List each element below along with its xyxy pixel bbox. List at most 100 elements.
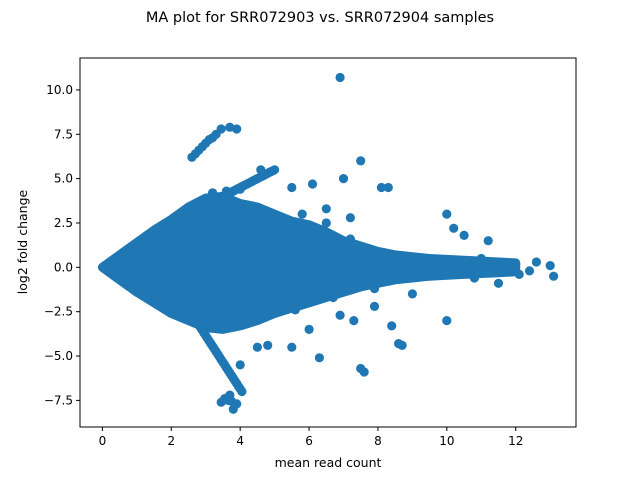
scatter-point [194, 205, 204, 215]
scatter-point [549, 271, 559, 281]
scatter-point [180, 214, 190, 224]
scatter-point [356, 156, 366, 166]
scatter-point [173, 307, 183, 317]
scatter-point [139, 286, 149, 296]
scatter-point [531, 257, 542, 267]
scatter-point [232, 399, 242, 409]
scatter-point [314, 353, 324, 363]
scatter-point [511, 259, 521, 269]
x-tick-label: 2 [167, 434, 175, 448]
scatter-point [369, 284, 380, 294]
scatter-point [287, 342, 297, 352]
scatter-point [166, 221, 176, 232]
scatter-point [118, 275, 128, 285]
scatter-point [442, 316, 452, 326]
scatter-point [270, 165, 280, 175]
y-tick-label: −7.5 [44, 393, 73, 407]
scatter-point [263, 340, 273, 350]
scatter-point [449, 223, 459, 233]
y-tick-label: 7.5 [54, 127, 73, 141]
scatter-point [304, 324, 314, 334]
scatter-point [187, 209, 197, 219]
scatter-point [359, 367, 369, 377]
scatter-point [235, 184, 245, 194]
scatter-point [187, 316, 197, 326]
y-axis-label: log2 fold change [15, 189, 30, 294]
plot-area [97, 72, 559, 414]
y-tick-label: −2.5 [44, 305, 73, 319]
scatter-point [139, 238, 149, 248]
y-tick-label: −5.0 [44, 349, 73, 363]
scatter-point [297, 209, 307, 219]
scatter-point [173, 218, 183, 228]
scatter-point [132, 282, 142, 292]
scatter-point [321, 204, 331, 214]
scatter-point [442, 209, 452, 219]
scatter-point [524, 266, 535, 276]
scatter-point [235, 360, 245, 370]
scatter-point [545, 261, 555, 271]
scatter-point [146, 235, 156, 245]
scatter-point [459, 230, 469, 240]
scatter-point [146, 290, 156, 300]
scatter-point [307, 179, 318, 189]
x-axis-ticks: 0 2 4 6 8 10 12 [99, 427, 523, 448]
scatter-point [387, 321, 397, 331]
y-tick-label: 0.0 [54, 260, 73, 274]
scatter-point [111, 254, 121, 264]
scatter-point [237, 386, 247, 397]
chart-title: MA plot for SRR072903 vs. SRR072904 samp… [146, 10, 494, 26]
scatter-point [132, 243, 142, 253]
x-axis-label: mean read count [275, 455, 382, 470]
scatter-point [514, 269, 524, 279]
scatter-point [225, 122, 235, 132]
scatter-point [328, 292, 338, 303]
y-tick-label: 10.0 [46, 83, 73, 97]
scatter-point [216, 124, 226, 134]
scatter-point [287, 182, 297, 193]
x-tick-label: 6 [305, 434, 313, 448]
x-tick-label: 12 [508, 434, 523, 448]
x-tick-label: 4 [236, 434, 244, 448]
scatter-point [256, 165, 266, 175]
scatter-point [376, 182, 386, 193]
scatter-point [493, 278, 504, 288]
y-axis-ticks: −7.5 −5.0 −2.5 0.0 2.5 5.0 7.5 10.0 [44, 83, 80, 407]
scatter-point [345, 213, 355, 223]
scatter-point [125, 278, 135, 288]
scatter-point [111, 270, 121, 280]
scatter-point [221, 186, 231, 196]
scatter-point [159, 299, 169, 309]
scatter-point [180, 311, 190, 321]
scatter-point [232, 124, 242, 134]
axes-frame [79, 57, 577, 428]
scatter-point [407, 289, 417, 299]
y-tick-label: 5.0 [54, 172, 73, 186]
scatter-point [469, 273, 479, 283]
scatter-point [118, 250, 128, 260]
scatter-point [152, 230, 163, 240]
scatter-point [125, 246, 135, 256]
scatter-point [152, 294, 163, 304]
scatter-point [349, 316, 359, 326]
scatter-point [159, 226, 169, 236]
scatter-point [321, 218, 331, 228]
scatter-point [345, 234, 355, 244]
scatter-point [335, 310, 345, 320]
scatter-point [338, 174, 349, 184]
scatter-point [252, 342, 262, 352]
scatter-point [397, 340, 407, 350]
scatter-point [504, 259, 514, 269]
scatter-point [476, 253, 486, 264]
x-tick-label: 0 [99, 434, 107, 448]
scatter-point [369, 301, 380, 311]
x-tick-label: 8 [374, 434, 382, 448]
scatter-point [208, 188, 218, 198]
x-tick-label: 10 [439, 434, 454, 448]
scatter-point [483, 236, 493, 246]
scatter-point [383, 182, 393, 193]
scatter-point [335, 72, 345, 83]
y-tick-label: 2.5 [54, 216, 73, 230]
scatter-point [290, 305, 300, 315]
